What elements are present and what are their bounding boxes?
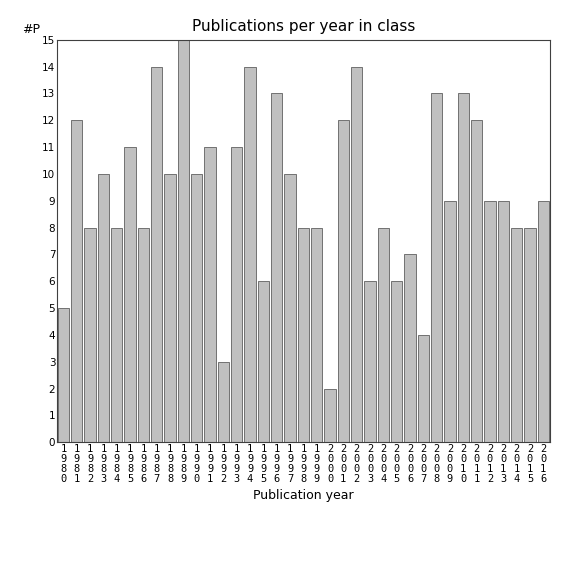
Bar [511,227,522,442]
Bar [524,227,536,442]
Bar [391,281,403,442]
Bar [244,66,256,442]
Title: Publications per year in class: Publications per year in class [192,19,415,35]
Bar [84,227,96,442]
Bar [484,201,496,442]
Text: #P: #P [22,23,40,36]
Bar [257,281,269,442]
Bar [58,308,69,442]
Bar [418,335,429,442]
Bar [458,94,469,442]
X-axis label: Publication year: Publication year [253,489,354,502]
Bar [71,120,82,442]
Bar [218,362,229,442]
Bar [471,120,483,442]
Bar [98,174,109,442]
Bar [204,147,215,442]
Bar [538,201,549,442]
Bar [191,174,202,442]
Bar [351,66,362,442]
Bar [284,174,295,442]
Bar [431,94,442,442]
Bar [338,120,349,442]
Bar [164,174,176,442]
Bar [378,227,389,442]
Bar [324,388,336,442]
Bar [151,66,162,442]
Bar [111,227,122,442]
Bar [298,227,309,442]
Bar [231,147,242,442]
Bar [138,227,149,442]
Bar [498,201,509,442]
Bar [271,94,282,442]
Bar [404,255,416,442]
Bar [124,147,136,442]
Bar [311,227,323,442]
Bar [365,281,376,442]
Bar [177,40,189,442]
Bar [445,201,456,442]
